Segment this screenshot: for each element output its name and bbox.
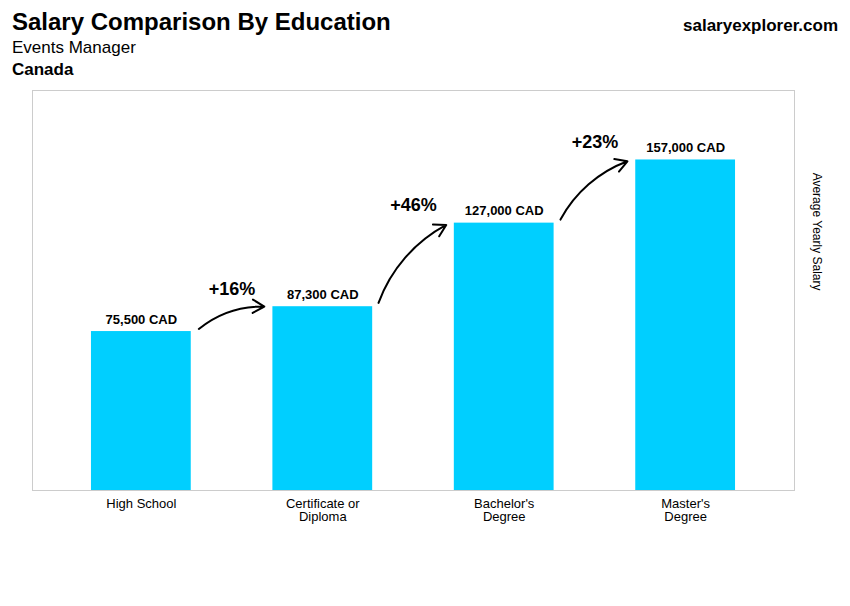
svg-text:Average Yearly Salary: Average Yearly Salary <box>810 173 824 291</box>
svg-text:Bachelor'sDegree: Bachelor'sDegree <box>474 496 535 524</box>
svg-text:75,500 CAD: 75,500 CAD <box>106 312 178 327</box>
svg-text:High School: High School <box>106 496 176 511</box>
html-text:Events Manager: Events Manager <box>12 38 136 57</box>
svg-text:127,000 CAD: 127,000 CAD <box>465 203 544 218</box>
svg-text:+23%: +23% <box>572 132 619 152</box>
html-text:salaryexplorer.com: salaryexplorer.com <box>683 16 838 35</box>
svg-text:+16%: +16% <box>209 279 256 299</box>
svg-text:157,000 CAD: 157,000 CAD <box>646 140 725 155</box>
svg-text:Certificate orDiploma: Certificate orDiploma <box>286 496 360 524</box>
html-text:Salary Comparison By Education: Salary Comparison By Education <box>12 8 391 35</box>
svg-text:+46%: +46% <box>390 195 437 215</box>
svg-text:87,300 CAD: 87,300 CAD <box>287 287 359 302</box>
html-text:Canada: Canada <box>12 60 74 79</box>
svg-text:Master'sDegree: Master'sDegree <box>661 496 710 524</box>
